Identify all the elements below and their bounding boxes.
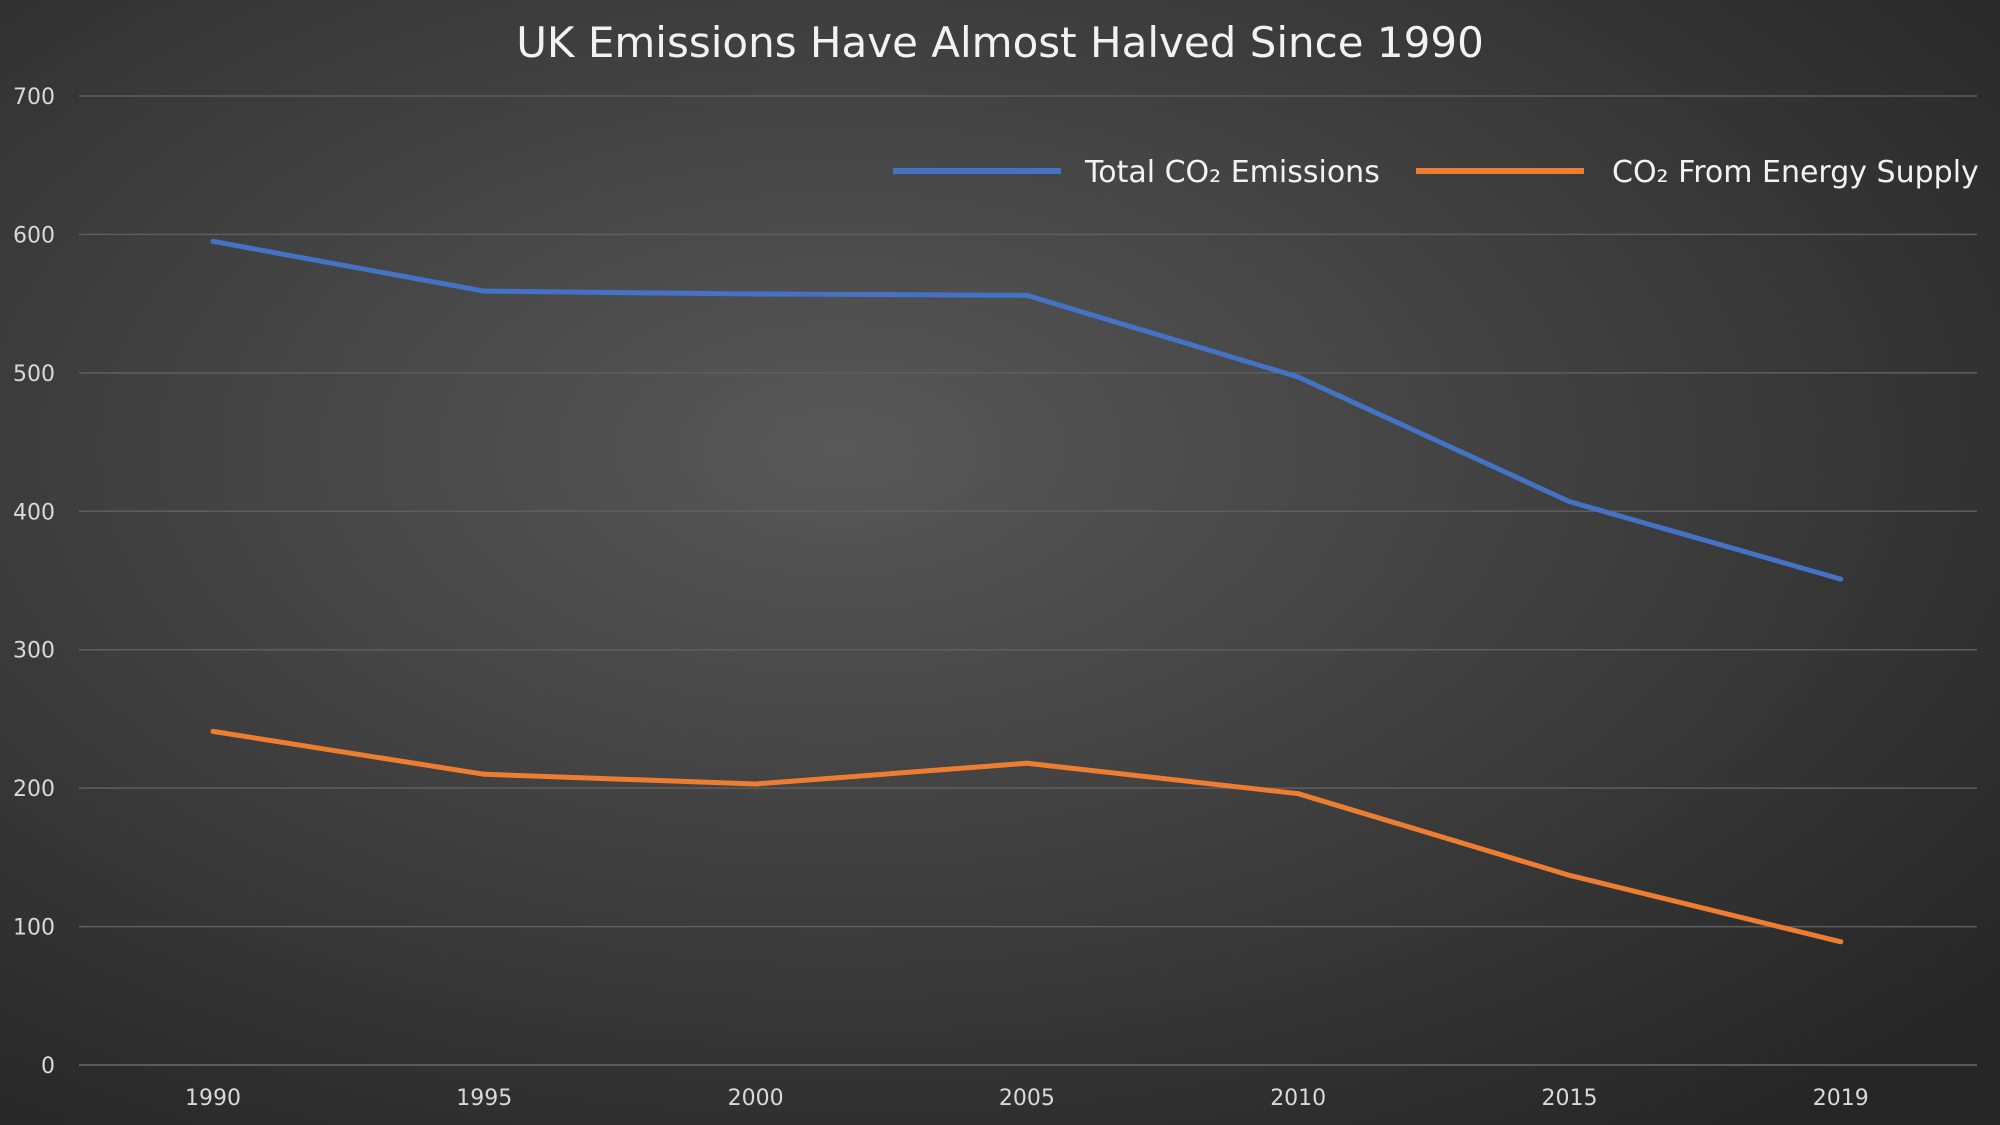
x-tick-label: 2005 — [999, 1086, 1055, 1111]
y-tick-label: 100 — [13, 916, 55, 941]
data-point — [1567, 872, 1572, 878]
legend-label: Total CO₂ Emissions — [1084, 155, 1380, 190]
chart-title: UK Emissions Have Almost Halved Since 19… — [516, 18, 1484, 67]
data-point — [1024, 760, 1030, 766]
y-tick-label: 0 — [41, 1054, 55, 1079]
y-tick-label: 600 — [13, 223, 55, 248]
legend: Total CO₂ Emissions CO₂ From Energy Suppl… — [893, 155, 1979, 190]
data-point — [1838, 939, 1844, 945]
y-tick-label: 300 — [13, 639, 55, 664]
data-point — [210, 238, 216, 244]
x-tick-label: 2010 — [1270, 1086, 1326, 1111]
y-tick-label: 500 — [13, 362, 55, 387]
data-point — [1295, 374, 1301, 380]
y-tick-label: 400 — [13, 500, 55, 525]
legend-label: CO₂ From Energy Supply — [1612, 155, 1979, 190]
data-point — [210, 728, 216, 734]
x-tick-label: 2000 — [728, 1086, 784, 1111]
x-tick-label: 1995 — [456, 1086, 512, 1111]
x-tick-label: 2019 — [1813, 1086, 1869, 1111]
data-point — [481, 288, 487, 294]
x-tick-label: 1990 — [185, 1086, 241, 1111]
data-point — [1567, 499, 1572, 505]
data-point — [1024, 292, 1030, 298]
y-tick-label: 200 — [13, 777, 55, 802]
data-point — [753, 291, 759, 297]
y-tick-label: 700 — [13, 85, 55, 110]
x-tick-label: 2015 — [1542, 1086, 1598, 1111]
data-point — [481, 771, 487, 777]
data-point — [1295, 791, 1301, 797]
data-point — [753, 781, 759, 787]
data-point — [1838, 576, 1844, 582]
